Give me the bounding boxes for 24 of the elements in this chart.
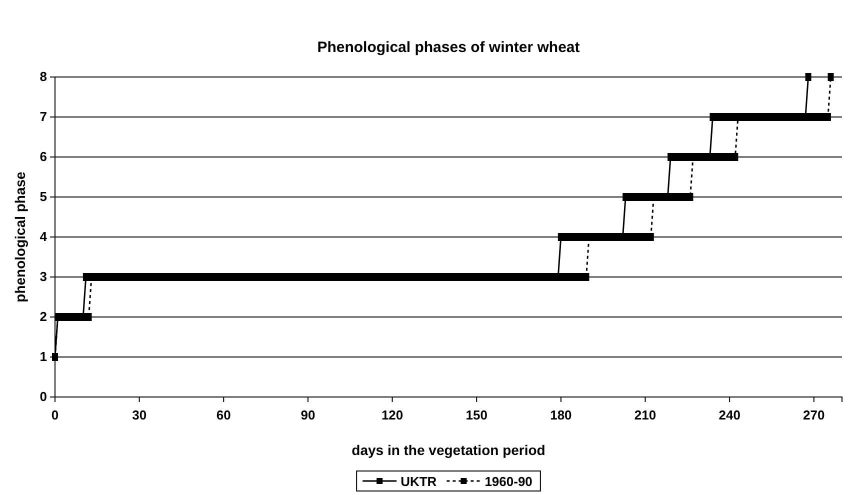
y-tick-label: 5: [40, 189, 47, 204]
x-tick-label: 0: [51, 407, 59, 422]
y-tick-label: 0: [40, 389, 47, 404]
x-tick-label: 30: [132, 407, 147, 422]
x-tick-label: 90: [300, 407, 316, 422]
x-tick-label: 270: [803, 407, 825, 422]
legend-label: UKTR: [400, 474, 438, 489]
x-tick-label: 60: [216, 407, 231, 422]
x-tick-label: 150: [466, 407, 488, 422]
y-tick-label: 2: [40, 309, 47, 324]
x-axis-title: days in the vegetation period: [352, 442, 546, 458]
x-tick-label: 180: [550, 407, 572, 422]
y-tick-label: 8: [40, 69, 47, 84]
x-tick-label: 210: [634, 407, 656, 422]
y-tick-label: 1: [40, 349, 47, 364]
legend-label: 1960-90: [484, 474, 532, 489]
y-tick-label: 6: [40, 149, 47, 164]
y-tick-label: 7: [40, 109, 47, 124]
y-tick-label: 3: [40, 269, 47, 284]
y-tick-label: 4: [40, 229, 48, 244]
x-tick-label: 120: [381, 407, 404, 422]
y-axis-title: phenological phase: [12, 171, 28, 302]
chart-title: Phenological phases of winter wheat: [317, 39, 580, 56]
x-tick-label: 240: [718, 407, 740, 422]
